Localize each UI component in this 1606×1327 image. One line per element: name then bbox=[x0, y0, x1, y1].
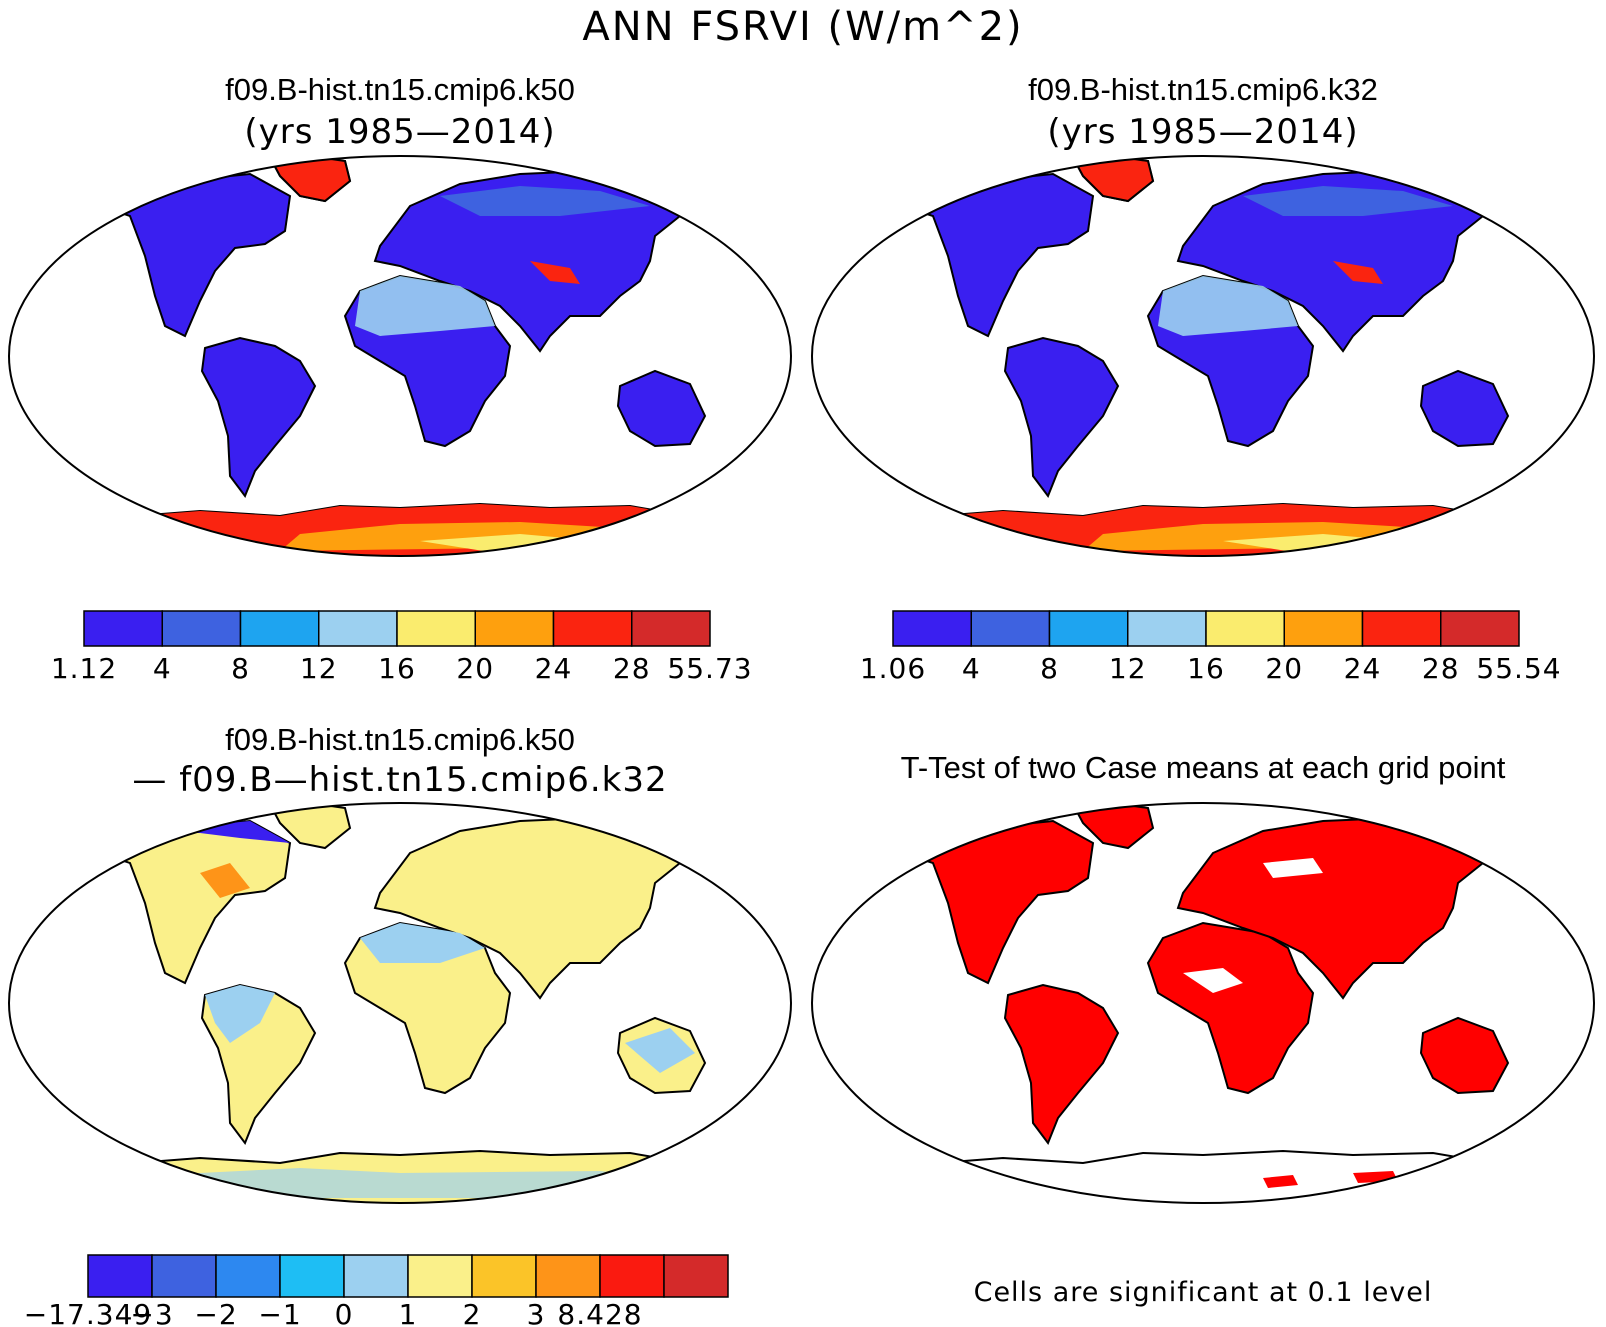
colorbar-bin bbox=[631, 610, 711, 647]
colorbar-tick-label: 0 bbox=[334, 1298, 354, 1327]
colorbar-bin bbox=[318, 610, 398, 647]
colorbar-tick-label: 2 bbox=[462, 1298, 482, 1327]
colorbar-tick-label: 55.73 bbox=[667, 652, 753, 685]
colorbar-tick-label: 8 bbox=[1040, 652, 1059, 685]
diff-subtrahend: — f09.B—hist.tn15.cmip6.k32 bbox=[132, 760, 668, 800]
colorbar-tick-label: 12 bbox=[299, 652, 338, 685]
colorbar-bin bbox=[892, 610, 972, 647]
ttest-map bbox=[811, 802, 1595, 1204]
colorbar-bin bbox=[1361, 610, 1442, 647]
colorbar-tick-label: 12 bbox=[1108, 652, 1147, 685]
colorbar-bin bbox=[535, 1254, 601, 1298]
colorbar-tick-label: −17.349 bbox=[23, 1298, 153, 1327]
colorbar-bin bbox=[396, 610, 476, 647]
case1-name: f09.B-hist.tn15.cmip6.k50 bbox=[225, 72, 575, 107]
colorbar-tick-label: −3 bbox=[130, 1298, 174, 1327]
diff-map bbox=[8, 802, 792, 1204]
colorbar-tick-label: 20 bbox=[1265, 652, 1304, 685]
colorbar-tick-label: 1 bbox=[398, 1298, 418, 1327]
colorbar-tick-label: 24 bbox=[1343, 652, 1382, 685]
colorbar-tick-label: 28 bbox=[1421, 652, 1460, 685]
diff-colorbar bbox=[87, 1254, 729, 1298]
colorbar-bin bbox=[599, 1254, 665, 1298]
colorbar-tick-label: 1.06 bbox=[859, 652, 927, 685]
colorbar-bin bbox=[1205, 610, 1285, 647]
colorbar-tick-label: 4 bbox=[152, 652, 172, 685]
diff-name: f09.B-hist.tn15.cmip6.k50 bbox=[225, 722, 575, 757]
colorbar-bin bbox=[1283, 610, 1364, 647]
case2-years: (yrs 1985—2014) bbox=[1047, 112, 1359, 152]
colorbar-tick-label: 16 bbox=[378, 652, 416, 685]
colorbar-bin bbox=[239, 610, 320, 647]
colorbar-bin bbox=[83, 610, 163, 647]
colorbar-bin bbox=[87, 1254, 153, 1298]
colorbar-bin bbox=[215, 1254, 281, 1298]
colorbar-bin bbox=[161, 610, 242, 647]
colorbar-tick-label: 8 bbox=[231, 652, 250, 685]
case2-map bbox=[811, 155, 1595, 557]
colorbar-tick-label: 28 bbox=[612, 652, 651, 685]
colorbar-tick-label: −1 bbox=[258, 1298, 302, 1327]
colorbar-bin bbox=[1048, 610, 1129, 647]
colorbar-tick-label: 3 bbox=[526, 1298, 546, 1327]
colorbar-bin bbox=[1440, 610, 1520, 647]
colorbar-bin bbox=[663, 1254, 729, 1298]
colorbar-bin bbox=[279, 1254, 345, 1298]
colorbar-bin bbox=[471, 1254, 537, 1298]
colorbar-tick-label: 4 bbox=[961, 652, 981, 685]
colorbar-tick-label: −2 bbox=[194, 1298, 238, 1327]
colorbar-bin bbox=[1127, 610, 1207, 647]
case1-years: (yrs 1985—2014) bbox=[244, 112, 556, 152]
colorbar-tick-label: 24 bbox=[534, 652, 573, 685]
colorbar-tick-label: 16 bbox=[1187, 652, 1225, 685]
case1-colorbar bbox=[83, 610, 711, 647]
colorbar-bin bbox=[474, 610, 555, 647]
colorbar-bin bbox=[552, 610, 633, 647]
case2-name: f09.B-hist.tn15.cmip6.k32 bbox=[1028, 72, 1378, 107]
colorbar-tick-label: 1.12 bbox=[50, 652, 118, 685]
colorbar-tick-label: 20 bbox=[456, 652, 495, 685]
ttest-title: T-Test of two Case means at each grid po… bbox=[900, 750, 1506, 785]
significance-footnote: Cells are significant at 0.1 level bbox=[973, 1277, 1433, 1308]
colorbar-tick-label: 55.54 bbox=[1476, 652, 1562, 685]
colorbar-bin bbox=[151, 1254, 217, 1298]
colorbar-tick-label: 8.428 bbox=[557, 1298, 643, 1327]
colorbar-bin bbox=[343, 1254, 409, 1298]
colorbar-bin bbox=[407, 1254, 473, 1298]
case1-map bbox=[8, 155, 792, 557]
figure-title: ANN FSRVI (W/m^2) bbox=[582, 4, 1024, 50]
case2-colorbar bbox=[892, 610, 1520, 647]
colorbar-bin bbox=[970, 610, 1051, 647]
